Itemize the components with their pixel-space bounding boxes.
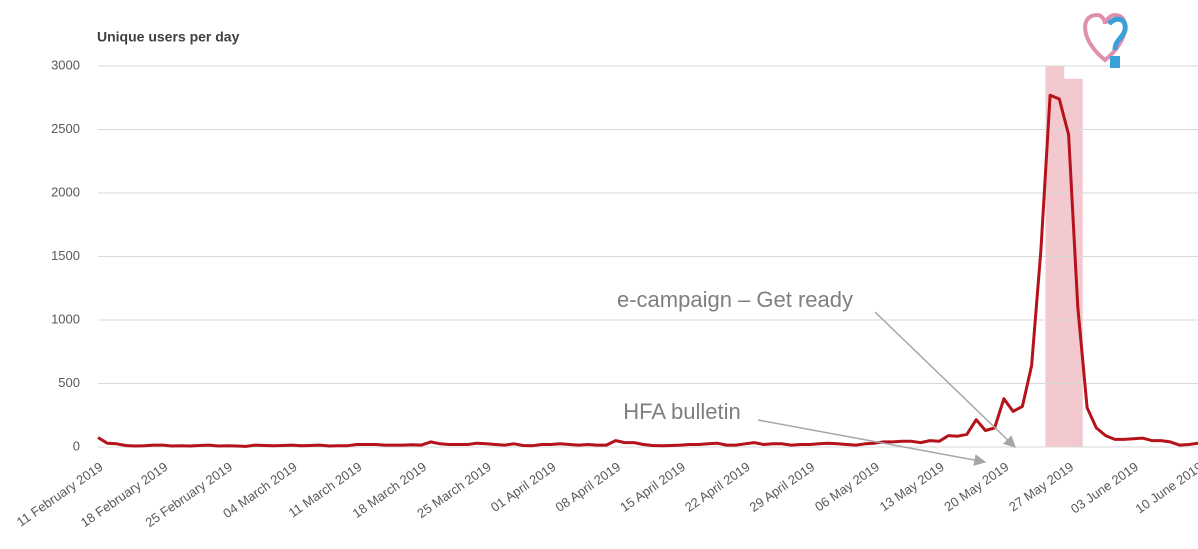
x-tick-label: 06 May 2019	[812, 459, 882, 514]
y-tick-label: 3000	[51, 57, 80, 72]
annotation-arrow	[874, 311, 1016, 448]
line	[97, 93, 1198, 448]
y-tick-label: 0	[73, 438, 80, 453]
highlight-bar	[1073, 78, 1083, 447]
y-tick-label: 2500	[51, 121, 80, 136]
x-tick-label: 03 June 2019	[1068, 459, 1141, 516]
annotation: HFA bulletin	[623, 399, 740, 424]
x-tick-label: 08 April 2019	[553, 459, 624, 515]
y-tick-label: 2000	[51, 184, 80, 199]
y-tick-label: 1500	[51, 248, 80, 263]
x-tick-label: 20 May 2019	[941, 459, 1011, 514]
logo	[1083, 12, 1128, 68]
y-tick-label: 1000	[51, 311, 80, 326]
annotation-arrow	[757, 419, 987, 466]
annotation: e-campaign – Get ready	[617, 287, 853, 312]
chart-title: Unique users per day	[97, 29, 240, 45]
x-tick-label: 15 April 2019	[617, 459, 688, 515]
x-tick-label: 22 April 2019	[682, 459, 753, 515]
x-tick-label: 29 April 2019	[747, 459, 818, 515]
x-tick-label: 27 May 2019	[1006, 459, 1076, 514]
x-tick-label: 13 May 2019	[877, 459, 947, 514]
highlight-bar	[1063, 78, 1074, 447]
x-tick-label: 01 April 2019	[488, 459, 559, 515]
y-tick-label: 500	[58, 375, 80, 390]
x-tick-label: 10 June 2019	[1133, 459, 1198, 516]
